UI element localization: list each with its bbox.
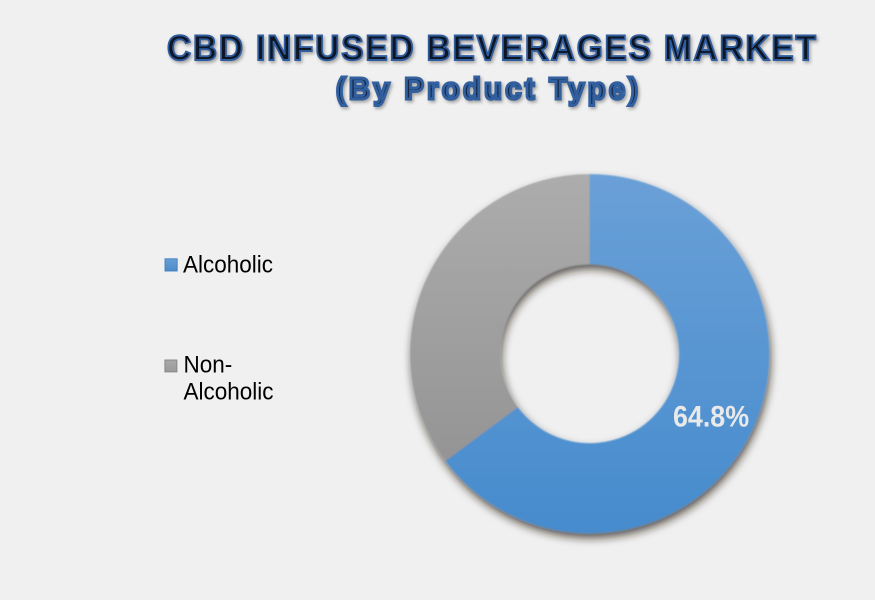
svg-text:(By Product Type): (By Product Type)	[336, 72, 641, 106]
svg-text:Alcoholic: Alcoholic	[183, 251, 273, 278]
svg-text:CBD INFUSED BEVERAGES MARKET: CBD INFUSED BEVERAGES MARKET	[167, 29, 818, 68]
svg-text:Alcoholic: Alcoholic	[184, 378, 274, 405]
svg-text:Non-: Non-	[184, 351, 233, 378]
svg-text:64.8%: 64.8%	[673, 399, 749, 432]
